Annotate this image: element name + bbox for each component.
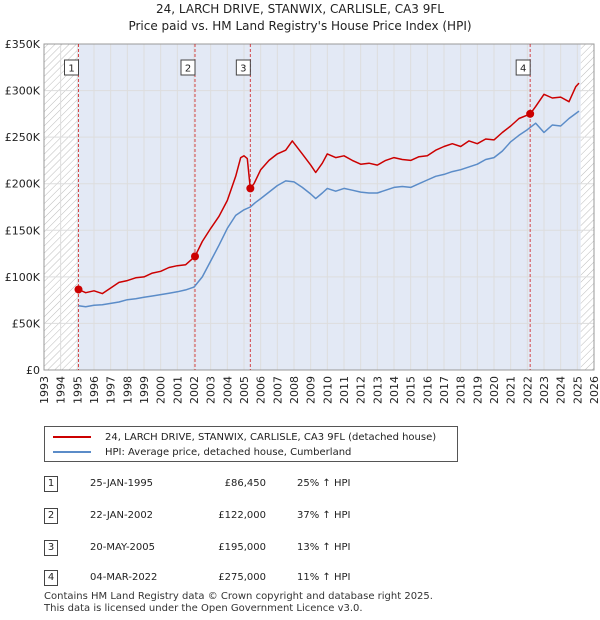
sale-label-box <box>180 59 196 76</box>
x-tick-label: 1994 <box>55 376 68 404</box>
sale-row: 3 20-MAY-2005 £195,000 13% ↑ HPI <box>44 540 464 560</box>
x-tick-label: 2015 <box>405 376 418 404</box>
footer-licence: This data is licensed under the Open Gov… <box>44 603 363 614</box>
x-tick-label: 1998 <box>121 376 134 404</box>
x-tick-label: 2002 <box>188 376 201 404</box>
chart-subtitle: Price paid vs. HM Land Registry's House … <box>128 19 472 33</box>
sale-label-box <box>515 59 531 76</box>
sale-point <box>74 285 83 294</box>
chart-title: 24, LARCH DRIVE, STANWIX, CARLISLE, CA3 … <box>156 2 444 16</box>
sale-number-badge: 3 <box>44 540 58 556</box>
price-chart: £0 £50K £100K £150K £200K £250K £300K £350K 1993… <box>5 38 600 404</box>
sale-row: 4 04-MAR-2022 £275,000 11% ↑ HPI <box>44 570 464 590</box>
x-tick-label: 2020 <box>488 376 501 404</box>
y-tick-label: £250K <box>5 131 41 144</box>
property-price-line <box>78 82 580 295</box>
y-tick-label: £50K <box>12 317 41 330</box>
x-tick-label: 1993 <box>38 376 51 404</box>
x-tick-label: 2007 <box>271 376 284 404</box>
x-tick-label: 2014 <box>388 376 401 404</box>
plot-frame <box>43 43 595 371</box>
sale-price: £86,450 <box>224 478 266 489</box>
legend-label-property: 24, LARCH DRIVE, STANWIX, CARLISLE, CA3 … <box>105 431 437 443</box>
x-tick-label: 2009 <box>305 376 318 404</box>
x-tick-label: 2026 <box>588 376 600 404</box>
sale-row: 1 25-JAN-1995 £86,450 25% ↑ HPI <box>44 476 464 496</box>
x-tick-label: 2013 <box>371 376 384 404</box>
sale-point <box>191 252 199 261</box>
x-tick-label: 2010 <box>321 376 334 404</box>
x-tick-label: 2022 <box>521 376 534 404</box>
sale-label: 2 <box>185 64 191 75</box>
sale-label: 1 <box>68 64 74 75</box>
x-tick-label: 2025 <box>571 376 584 404</box>
x-tick-label: 2008 <box>288 376 301 404</box>
y-tick-label: £350K <box>5 38 41 51</box>
hpi-line <box>78 110 580 308</box>
x-tick-label: 2012 <box>355 376 368 404</box>
y-tick-label: £100K <box>5 271 41 284</box>
legend-label-hpi: HPI: Average price, detached house, Cumb… <box>105 446 352 458</box>
sale-number-badge: 4 <box>44 570 58 586</box>
legend-item-hpi: HPI: Average price, detached house, Cumb… <box>53 445 351 459</box>
x-tick-label: 2006 <box>255 376 268 404</box>
y-tick-label: £150K <box>5 224 41 237</box>
legend-item-property: 24, LARCH DRIVE, STANWIX, CARLISLE, CA3 … <box>53 430 436 444</box>
sale-row: 2 22-JAN-2002 £122,000 37% ↑ HPI <box>44 508 464 528</box>
sale-label-box <box>64 59 79 76</box>
sale-date: 22-JAN-2002 <box>90 510 154 521</box>
x-tick-label: 2018 <box>455 376 468 404</box>
x-tick-label: 2024 <box>555 376 568 404</box>
x-tick-label: 1995 <box>71 376 84 404</box>
x-tick-label: 2011 <box>338 376 351 404</box>
x-tick-label: 2003 <box>205 376 218 404</box>
ownership-shade <box>78 44 581 370</box>
x-tick-label: 2016 <box>421 376 434 404</box>
sale-point <box>246 184 255 193</box>
footer-copyright: Contains HM Land Registry data © Crown c… <box>44 591 433 602</box>
x-tick-label: 2023 <box>538 376 551 404</box>
sale-point <box>526 109 535 118</box>
sale-price: £195,000 <box>218 542 266 553</box>
sale-price: £122,000 <box>218 510 266 521</box>
legend-swatch-hpi <box>53 451 91 453</box>
sale-hpi-diff: 25% ↑ HPI <box>297 478 351 489</box>
hatched-region-after <box>580 44 594 370</box>
y-tick-label: £300K <box>5 85 41 98</box>
x-tick-label: 2004 <box>221 376 234 404</box>
sale-label-box <box>235 59 251 76</box>
chart-legend: 24, LARCH DRIVE, STANWIX, CARLISLE, CA3 … <box>44 426 458 462</box>
sale-number-badge: 1 <box>44 476 58 492</box>
sale-date: 04-MAR-2022 <box>90 572 158 583</box>
x-tick-label: 1997 <box>105 376 118 404</box>
legend-swatch-property <box>53 436 91 438</box>
x-tick-label: 2005 <box>238 376 251 404</box>
sale-date: 20-MAY-2005 <box>90 542 156 553</box>
x-tick-label: 2000 <box>155 376 168 404</box>
sale-hpi-diff: 37% ↑ HPI <box>297 510 351 521</box>
sale-price: £275,000 <box>218 572 266 583</box>
sale-label: 3 <box>240 64 246 75</box>
sale-label: 4 <box>520 64 526 75</box>
sale-number-badge: 2 <box>44 508 58 524</box>
sale-hpi-diff: 13% ↑ HPI <box>297 542 351 553</box>
y-tick-label: £200K <box>5 178 41 191</box>
hatched-region-before <box>44 44 79 370</box>
x-tick-label: 1996 <box>88 376 101 404</box>
x-tick-label: 2001 <box>171 376 184 404</box>
y-tick-label: £0 <box>26 364 40 377</box>
x-tick-label: 2019 <box>471 376 484 404</box>
x-tick-label: 1999 <box>138 376 151 404</box>
sale-date: 25-JAN-1995 <box>90 478 154 489</box>
x-tick-label: 2017 <box>438 376 451 404</box>
sale-hpi-diff: 11% ↑ HPI <box>297 572 351 583</box>
x-tick-label: 2021 <box>505 376 518 404</box>
